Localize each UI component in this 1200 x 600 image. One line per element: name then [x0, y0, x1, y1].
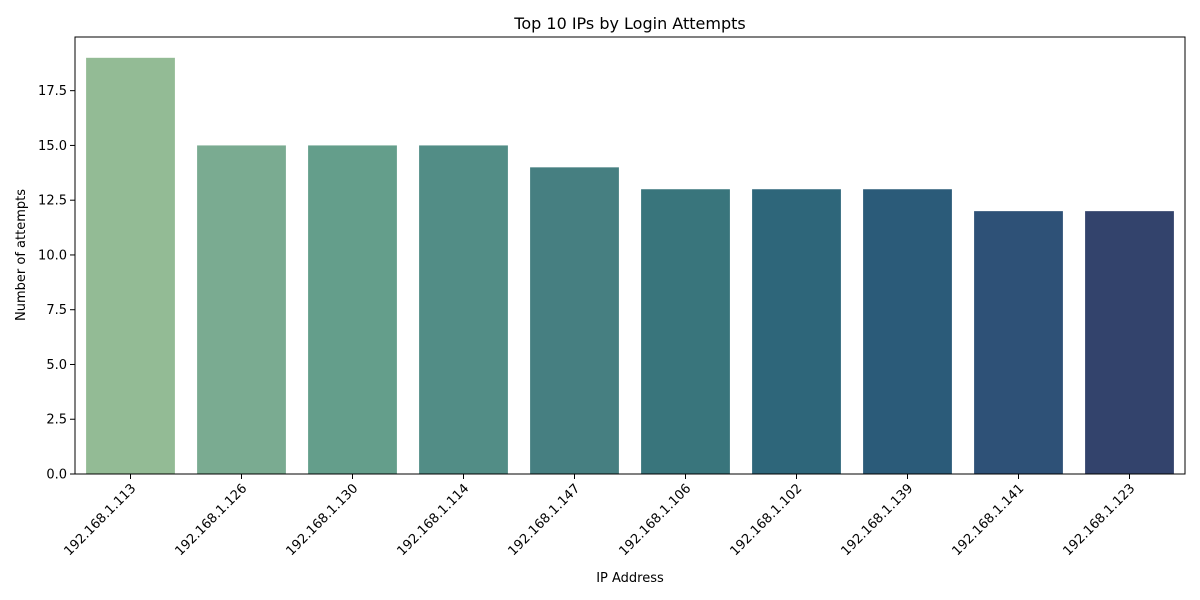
bar-192-168-1-113: [86, 57, 175, 475]
x-tick-label: 192.168.1.147: [505, 481, 583, 559]
x-tick-label: 192.168.1.102: [727, 481, 805, 559]
plot-frame: [74, 36, 1186, 475]
y-tick-label: 15.0: [38, 139, 67, 154]
x-tick-label: 192.168.1.126: [172, 481, 250, 559]
x-tick-label: 192.168.1.141: [949, 481, 1027, 559]
y-tick-label: 10.0: [38, 248, 67, 263]
bar-192-168-1-141: [974, 211, 1063, 474]
x-tick-label: 192.168.1.123: [1060, 481, 1138, 559]
bar-192-168-1-139: [863, 189, 952, 474]
bar-192-168-1-102: [752, 189, 841, 474]
x-tick-label: 192.168.1.139: [838, 481, 916, 559]
y-tick-label: 17.5: [38, 84, 67, 99]
x-tick-label: 192.168.1.106: [616, 481, 694, 559]
y-tick-label: 0.0: [46, 468, 67, 483]
bar-192-168-1-106: [641, 189, 730, 474]
chart-title: Top 10 IPs by Login Attempts: [513, 14, 745, 33]
bar-192-168-1-123: [1085, 211, 1174, 474]
x-tick-label: 192.168.1.114: [394, 481, 472, 559]
y-axis: 0.0 2.5 5.0 7.5 10.0 12.5 15.0 17.5: [38, 84, 75, 483]
bar-192-168-1-147: [530, 167, 619, 475]
y-axis-label: Number of attempts: [14, 189, 29, 321]
bar-192-168-1-130: [308, 145, 397, 474]
x-axis-label: IP Address: [596, 571, 664, 586]
y-tick-label: 2.5: [46, 413, 67, 428]
bar-192-168-1-114: [419, 145, 508, 474]
y-tick-label: 5.0: [46, 358, 67, 373]
x-axis: 192.168.1.113 192.168.1.126 192.168.1.130 1…: [61, 474, 1138, 559]
x-tick-label: 192.168.1.130: [283, 481, 361, 559]
bars-group: [86, 57, 1174, 475]
bar-192-168-1-126: [197, 145, 286, 474]
y-tick-label: 12.5: [38, 194, 67, 209]
y-tick-label: 7.5: [46, 303, 67, 318]
x-tick-label: 192.168.1.113: [61, 481, 139, 559]
